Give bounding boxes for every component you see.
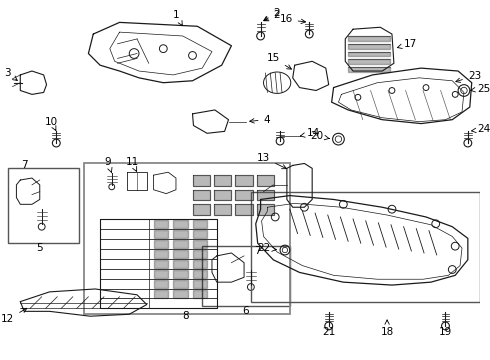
Polygon shape xyxy=(173,270,188,278)
Text: 14: 14 xyxy=(300,128,319,138)
Polygon shape xyxy=(173,220,188,228)
Polygon shape xyxy=(348,59,390,64)
Text: 23: 23 xyxy=(456,71,481,82)
Text: 11: 11 xyxy=(125,157,139,171)
Polygon shape xyxy=(153,280,168,288)
Polygon shape xyxy=(257,175,274,186)
Polygon shape xyxy=(173,230,188,238)
Text: 16: 16 xyxy=(279,14,306,24)
Text: 1: 1 xyxy=(172,10,182,26)
Text: 4: 4 xyxy=(250,115,270,125)
Text: 5: 5 xyxy=(36,243,43,253)
Polygon shape xyxy=(257,204,274,215)
Bar xyxy=(83,163,290,314)
Polygon shape xyxy=(193,240,207,248)
Text: 6: 6 xyxy=(243,306,249,316)
Polygon shape xyxy=(348,44,390,49)
Polygon shape xyxy=(348,51,390,57)
Polygon shape xyxy=(193,204,210,215)
Polygon shape xyxy=(153,220,168,228)
Polygon shape xyxy=(193,230,207,238)
Polygon shape xyxy=(235,204,253,215)
Polygon shape xyxy=(193,250,207,258)
Polygon shape xyxy=(235,175,253,186)
Text: 15: 15 xyxy=(267,53,292,69)
Text: 24: 24 xyxy=(471,125,490,134)
Polygon shape xyxy=(193,289,207,297)
Text: 22: 22 xyxy=(257,243,276,253)
Polygon shape xyxy=(173,289,188,297)
Polygon shape xyxy=(173,240,188,248)
Polygon shape xyxy=(193,270,207,278)
Text: 10: 10 xyxy=(45,117,58,131)
Polygon shape xyxy=(173,280,188,288)
Text: 25: 25 xyxy=(471,84,490,94)
Polygon shape xyxy=(348,67,390,72)
Text: 19: 19 xyxy=(439,327,452,337)
Polygon shape xyxy=(153,270,168,278)
Polygon shape xyxy=(193,190,210,201)
Polygon shape xyxy=(214,190,231,201)
Polygon shape xyxy=(235,190,253,201)
Polygon shape xyxy=(173,260,188,268)
Polygon shape xyxy=(193,220,207,228)
Polygon shape xyxy=(348,36,390,41)
Text: 2: 2 xyxy=(264,8,280,21)
Text: 7: 7 xyxy=(21,161,27,170)
Text: 17: 17 xyxy=(397,39,417,49)
Text: 12: 12 xyxy=(1,308,27,324)
Polygon shape xyxy=(173,250,188,258)
Bar xyxy=(8,168,79,243)
Polygon shape xyxy=(257,190,274,201)
Polygon shape xyxy=(153,260,168,268)
Text: 9: 9 xyxy=(104,157,112,173)
Polygon shape xyxy=(153,289,168,297)
Polygon shape xyxy=(214,204,231,215)
Polygon shape xyxy=(193,260,207,268)
Polygon shape xyxy=(193,280,207,288)
Bar xyxy=(202,246,290,306)
Polygon shape xyxy=(193,175,210,186)
Polygon shape xyxy=(214,175,231,186)
Text: 18: 18 xyxy=(380,320,393,337)
Text: 3: 3 xyxy=(4,68,17,81)
Text: 2: 2 xyxy=(264,10,280,21)
Text: 13: 13 xyxy=(257,153,287,169)
Polygon shape xyxy=(153,250,168,258)
Text: 7: 7 xyxy=(254,246,261,256)
Text: 8: 8 xyxy=(182,311,189,321)
Text: 21: 21 xyxy=(322,327,335,337)
Polygon shape xyxy=(153,240,168,248)
Text: 20: 20 xyxy=(311,131,329,141)
Polygon shape xyxy=(153,230,168,238)
Bar xyxy=(251,192,480,302)
